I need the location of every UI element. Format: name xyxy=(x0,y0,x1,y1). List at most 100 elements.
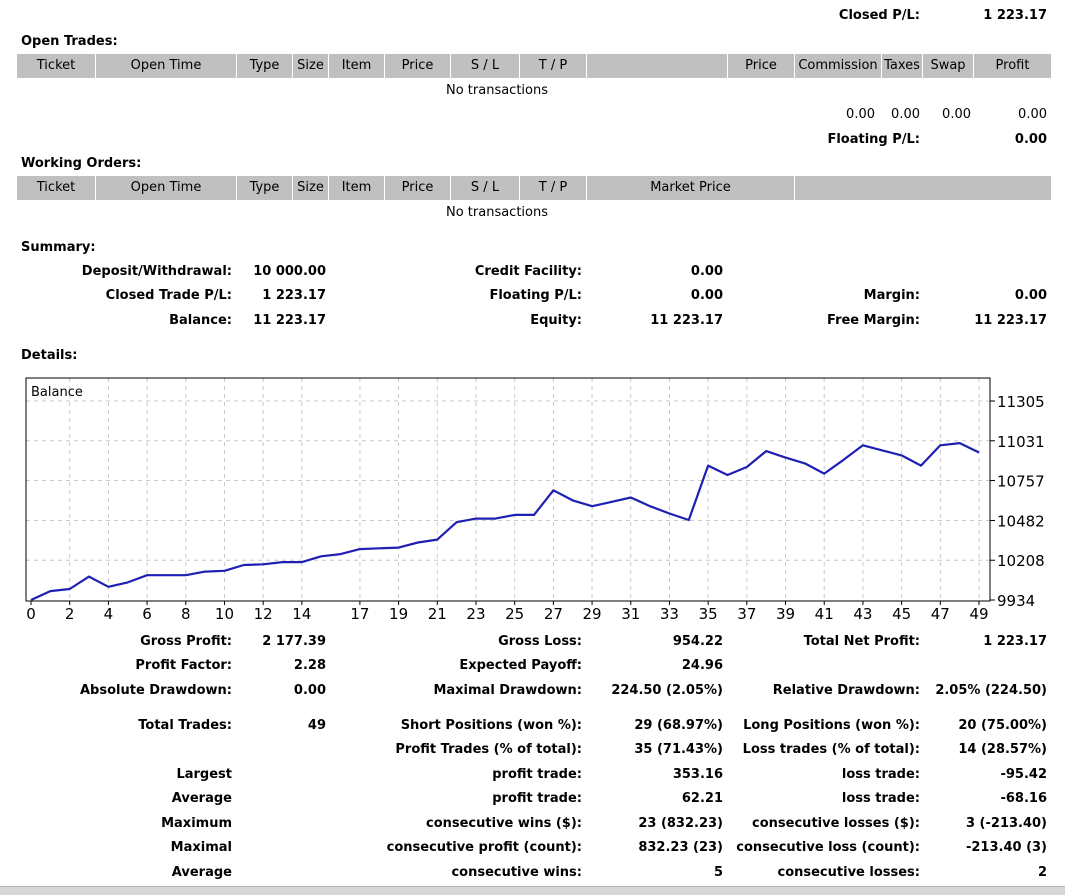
y-tick-label: 10208 xyxy=(997,552,1045,570)
wo-col-size[interactable]: Size xyxy=(293,176,329,200)
x-tick-label: 31 xyxy=(621,605,640,622)
profit-trades-value: 35 (71.43%) xyxy=(634,742,723,757)
short-positions-label: Short Positions (won %): xyxy=(400,718,582,733)
cons-losses-label: consecutive losses ($): xyxy=(752,816,920,831)
total-net-value: 1 223.17 xyxy=(983,634,1047,649)
wo-col-market-price[interactable]: Market Price xyxy=(587,176,795,200)
wo-col-item[interactable]: Item xyxy=(329,176,385,200)
col-open-time[interactable]: Open Time xyxy=(96,54,237,78)
y-tick-label: 10757 xyxy=(997,473,1045,491)
total-trades-label: Total Trades: xyxy=(138,718,232,733)
average-label: Average xyxy=(171,791,232,806)
col-type[interactable]: Type xyxy=(237,54,293,78)
x-tick-label: 19 xyxy=(389,605,408,622)
open-trades-header: Ticket Open Time Type Size Item Price S … xyxy=(17,54,1051,78)
total-net-label: Total Net Profit: xyxy=(803,634,920,649)
profit-factor-value: 2.28 xyxy=(293,658,326,673)
wo-col-sl[interactable]: S / L xyxy=(451,176,520,200)
largest-loss-value: -95.42 xyxy=(1000,767,1047,782)
maximum-label: Maximum xyxy=(161,816,232,831)
x-tick-label: 14 xyxy=(292,605,311,622)
total-swap: 0.00 xyxy=(942,107,971,122)
col-commission[interactable]: Commission xyxy=(795,54,882,78)
x-tick-label: 39 xyxy=(776,605,795,622)
avg-cons-wins-label: consecutive wins: xyxy=(451,865,582,880)
col-ticket[interactable]: Ticket xyxy=(17,54,96,78)
working-orders-header: Ticket Open Time Type Size Item Price S … xyxy=(17,176,1051,200)
rel-drawdown-label: Relative Drawdown: xyxy=(772,683,920,698)
x-tick-label: 17 xyxy=(350,605,369,622)
cons-loss-label: consecutive loss (count): xyxy=(736,840,920,855)
gross-loss-label: Gross Loss: xyxy=(498,634,582,649)
bottom-scroll-edge[interactable] xyxy=(0,886,1065,895)
profit-trades-label: Profit Trades (% of total): xyxy=(395,742,582,757)
col-size[interactable]: Size xyxy=(293,54,329,78)
average2-label: Average xyxy=(171,865,232,880)
long-positions-label: Long Positions (won %): xyxy=(743,718,920,733)
total-trades-value: 49 xyxy=(307,718,326,733)
chart-title: Balance xyxy=(31,385,83,400)
equity-value: 11 223.17 xyxy=(650,313,723,328)
credit-label: Credit Facility: xyxy=(474,264,582,279)
margin-value: 0.00 xyxy=(1014,288,1047,303)
total-taxes: 0.00 xyxy=(891,107,920,122)
expected-payoff-value: 24.96 xyxy=(681,658,723,673)
abs-drawdown-label: Absolute Drawdown: xyxy=(80,683,232,698)
gross-profit-value: 2 177.39 xyxy=(262,634,326,649)
open-trades-empty: No transactions xyxy=(445,83,549,98)
gross-profit-label: Gross Profit: xyxy=(140,634,232,649)
col-tp[interactable]: T / P xyxy=(520,54,587,78)
floating-pl-value: 0.00 xyxy=(1014,132,1047,147)
average-loss-label: loss trade: xyxy=(841,791,920,806)
x-tick-label: 23 xyxy=(466,605,485,622)
col-profit[interactable]: Profit xyxy=(995,58,1030,73)
chart-grid xyxy=(26,378,990,601)
x-tick-label: 21 xyxy=(428,605,447,622)
wo-col-type[interactable]: Type xyxy=(237,176,293,200)
summary-title: Summary: xyxy=(21,240,96,255)
y-tick-label: 11305 xyxy=(997,393,1045,411)
x-tick-label: 12 xyxy=(254,605,273,622)
deposit-label: Deposit/Withdrawal: xyxy=(81,264,232,279)
wo-col-open-time[interactable]: Open Time xyxy=(96,176,237,200)
closed-trade-label: Closed Trade P/L: xyxy=(105,288,232,303)
free-margin-value: 11 223.17 xyxy=(974,313,1047,328)
total-profit: 0.00 xyxy=(1018,107,1047,122)
col-taxes[interactable]: Taxes xyxy=(882,54,923,78)
wo-col-price[interactable]: Price xyxy=(385,176,451,200)
avg-cons-losses-value: 2 xyxy=(1037,865,1047,880)
x-tick-label: 6 xyxy=(142,605,152,622)
wo-col-ticket[interactable]: Ticket xyxy=(17,176,96,200)
x-tick-label: 2 xyxy=(65,605,75,622)
cons-wins-value: 23 (832.23) xyxy=(638,816,723,831)
x-tick-label: 25 xyxy=(505,605,524,622)
free-margin-label: Free Margin: xyxy=(827,313,920,328)
col-sl[interactable]: S / L xyxy=(451,54,520,78)
working-orders-title: Working Orders: xyxy=(21,156,142,171)
x-tick-label: 0 xyxy=(26,605,36,622)
details-title: Details: xyxy=(21,348,78,363)
summary-floating-value: 0.00 xyxy=(690,288,723,303)
x-tick-label: 47 xyxy=(931,605,950,622)
wo-col-tp[interactable]: T / P xyxy=(520,176,587,200)
col-close-price[interactable]: Price xyxy=(728,54,795,78)
col-item[interactable]: Item xyxy=(329,54,385,78)
x-tick-label: 45 xyxy=(892,605,911,622)
closed-pl-label: Closed P/L: xyxy=(838,8,920,23)
col-price[interactable]: Price xyxy=(385,54,451,78)
wo-col-blank xyxy=(795,176,1051,200)
balance-line xyxy=(30,441,980,601)
largest-profit-value: 353.16 xyxy=(672,767,723,782)
gross-loss-value: 954.22 xyxy=(672,634,723,649)
x-tick-label: 10 xyxy=(215,605,234,622)
cons-wins-label: consecutive wins ($): xyxy=(425,816,582,831)
x-tick-label: 43 xyxy=(853,605,872,622)
col-swap[interactable]: Swap xyxy=(923,54,974,78)
x-tick-label: 41 xyxy=(815,605,834,622)
x-tick-label: 8 xyxy=(181,605,191,622)
rel-drawdown-value: 2.05% (224.50) xyxy=(935,683,1047,698)
x-tick-label: 49 xyxy=(969,605,988,622)
x-tick-label: 35 xyxy=(699,605,718,622)
max-drawdown-label: Maximal Drawdown: xyxy=(433,683,582,698)
total-commission: 0.00 xyxy=(846,107,875,122)
